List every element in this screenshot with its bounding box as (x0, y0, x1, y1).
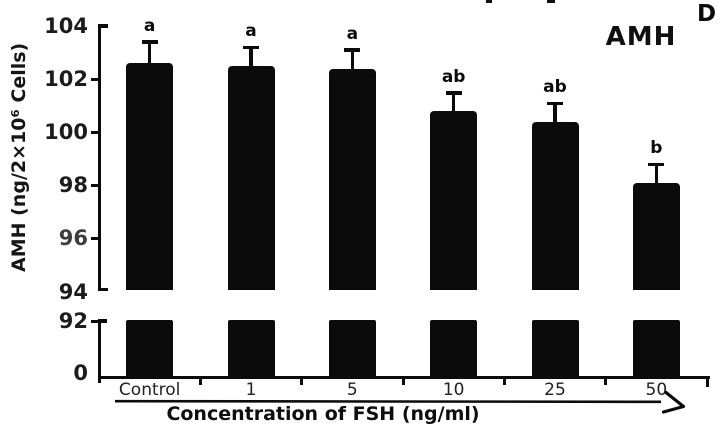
significance-label-1: a (245, 21, 257, 42)
bar-lower-1 (227, 319, 275, 377)
y-tick-label-100: 100 (44, 119, 88, 144)
error-bar-cap-10 (445, 91, 462, 95)
y-tick-label-94: 94 (58, 279, 88, 304)
significance-label-25: ab (543, 77, 567, 98)
error-bar-cap-50 (648, 162, 665, 167)
y-axis-upper-top-cap (97, 24, 108, 28)
y-tick-mark-92 (90, 319, 99, 323)
bar-upper-5 (328, 68, 376, 290)
bar-lower-10 (430, 319, 478, 377)
bar-upper-50 (632, 182, 680, 290)
bar-lower-25 (531, 319, 579, 377)
error-bar-stem-10 (451, 92, 456, 116)
bar-lower-50 (632, 319, 680, 377)
error-bar-cap-25 (547, 101, 563, 106)
error-bar-cap-5 (344, 48, 361, 52)
error-bar-stem-25 (553, 103, 557, 126)
x-axis-end-cap (705, 375, 709, 387)
error-bar-stem-Control (147, 41, 152, 68)
error-bar-stem-1 (249, 47, 253, 70)
bar-upper-Control (126, 63, 174, 290)
cropped-text-remnant (547, 0, 555, 3)
y-tick-label-96: 96 (58, 226, 88, 251)
error-bar-stem-5 (350, 49, 355, 73)
x-tick-mark-0 (198, 376, 202, 385)
y-tick-mark-98 (90, 184, 99, 188)
x-category-label-10: 10 (442, 380, 465, 400)
bar-upper-1 (227, 65, 275, 290)
y-tick-label-98: 98 (58, 173, 88, 198)
y-tick-mark-102 (90, 77, 99, 81)
panel-letter-label: D (697, 1, 717, 27)
error-bar-cap-Control (141, 40, 158, 44)
x-category-label-25: 25 (544, 380, 566, 400)
y-axis-lower-top-cap (97, 319, 107, 323)
significance-label-Control: a (143, 15, 156, 36)
x-category-label-50: 50 (645, 380, 668, 400)
plot-series-label: AMH (605, 22, 677, 52)
x-category-label-1: 1 (245, 380, 257, 400)
bar-upper-25 (531, 121, 579, 290)
x-category-label-5: 5 (346, 380, 358, 400)
y-tick-mark-100 (90, 130, 99, 134)
y-axis-upper-segment (97, 24, 101, 291)
x-tick-mark-3 (502, 376, 506, 385)
x-tick-mark-4 (604, 376, 608, 385)
x-axis-title: Concentration of FSH (ng/ml) (166, 403, 480, 425)
y-axis-upper-bottom-cap (97, 287, 108, 291)
x-tick-mark-1 (300, 376, 304, 385)
y-tick-label-102: 102 (44, 66, 88, 91)
significance-label-10: ab (441, 66, 466, 87)
significance-label-5: a (346, 23, 359, 44)
significance-label-50: b (650, 138, 663, 159)
cropped-text-remnant (486, 0, 492, 3)
bar-upper-10 (430, 111, 478, 290)
x-category-label-Control: Control (118, 380, 181, 400)
x-tick-mark-2 (401, 376, 405, 385)
error-bar-cap-1 (243, 45, 259, 50)
bar-lower-Control (126, 319, 174, 377)
bar-lower-5 (328, 319, 376, 377)
y-tick-mark-96 (90, 237, 99, 241)
y-tick-label-104: 104 (44, 13, 88, 38)
y-axis-lower-segment (97, 319, 101, 383)
error-bar-stem-50 (654, 164, 659, 187)
y-tick-label-0: 0 (73, 360, 88, 385)
y-tick-label-92: 92 (58, 308, 88, 333)
